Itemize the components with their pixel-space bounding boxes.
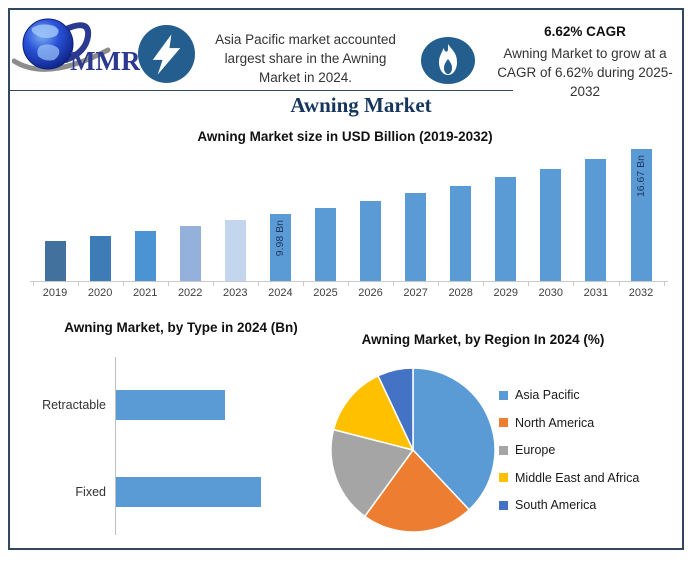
region-pie-chart [329, 366, 497, 534]
cagr-headline: 6.62% CAGR [544, 24, 626, 39]
pie-slice-north-america [363, 448, 471, 533]
page-title: Awning Market [290, 93, 432, 117]
flame-icon [421, 37, 475, 84]
lightning-icon [138, 25, 195, 83]
pie-slice-middle-east-and-africa [332, 374, 415, 452]
region-chart-title: Awning Market, by Region In 2024 (%) [361, 332, 605, 347]
x-axis [30, 281, 668, 282]
pie-slice-asia-pacific [412, 367, 496, 511]
type-chart-title: Awning Market, by Type in 2024 (Bn) [64, 320, 298, 335]
globe-icon: MMR [11, 18, 141, 76]
header-divider [9, 90, 513, 91]
pie-slice-south-america [377, 367, 414, 451]
bar-chart-title: Awning Market size in USD Billion (2019-… [197, 129, 493, 144]
highlight-text: Asia Pacific market accounted largest sh… [215, 32, 396, 85]
pie-slice-europe [330, 428, 415, 518]
mmr-logo: MMR [11, 14, 141, 82]
cagr-body: Awning Market to grow at a CAGR of 6.62%… [497, 46, 673, 99]
type-chart-axis [115, 357, 116, 535]
svg-text:MMR: MMR [70, 46, 140, 76]
